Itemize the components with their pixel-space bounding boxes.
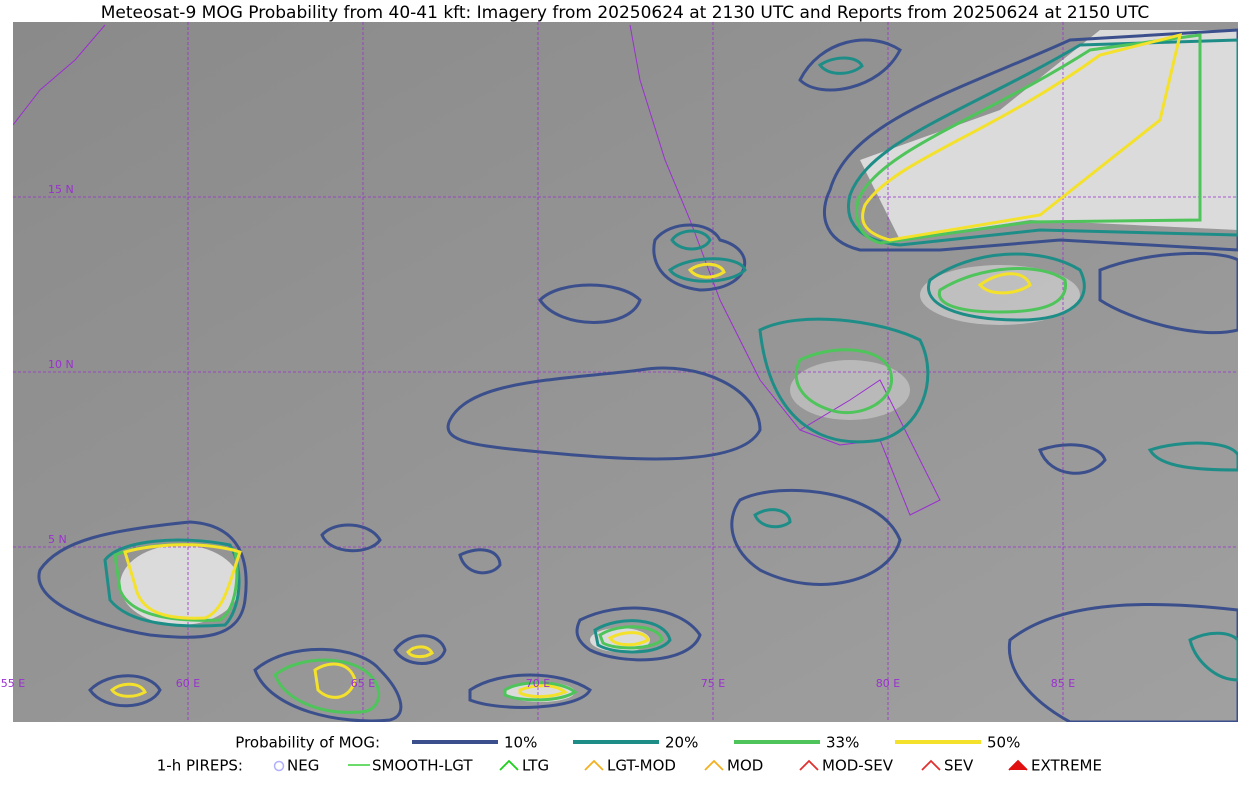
pirep-label: NEG — [287, 757, 319, 775]
lon-label: 75 E — [701, 677, 725, 690]
pirep-icon — [921, 759, 941, 771]
pirep-icon — [1008, 759, 1028, 771]
lon-labels: 55 E 60 E 65 E 70 E 75 E 80 E 85 E — [1, 677, 1075, 690]
legend-label: 20% — [665, 734, 698, 752]
legend-label: 10% — [504, 734, 537, 752]
pirep-label: LTG — [522, 757, 549, 775]
lat-label: 5 N — [48, 533, 67, 546]
lon-label: 60 E — [176, 677, 200, 690]
legend-label: 50% — [987, 734, 1020, 752]
pirep-title: 1-h PIREPS: — [157, 757, 243, 775]
map — [13, 22, 1238, 722]
pirep-icon — [799, 759, 819, 771]
pirep-icon — [499, 759, 519, 771]
pirep-label: MOD — [727, 757, 763, 775]
legend-label: 33% — [826, 734, 859, 752]
pirep-icon — [704, 759, 724, 771]
lat-labels: 15 N 10 N 5 N — [48, 183, 74, 546]
pirep-label: EXTREME — [1031, 757, 1102, 775]
lon-label: 70 E — [526, 677, 550, 690]
pirep-icon — [584, 759, 604, 771]
lat-label: 15 N — [48, 183, 74, 196]
pirep-label: MOD-SEV — [822, 757, 894, 775]
lon-label: 80 E — [876, 677, 900, 690]
legend: Probability of MOG: 10% 20% 33% 50% 1-h PIREP… — [157, 734, 1102, 775]
lat-label: 10 N — [48, 358, 74, 371]
title: Meteosat-9 MOG Probability from 40-41 kf… — [101, 3, 1150, 23]
pirep-label: SEV — [944, 757, 974, 775]
legend-title: Probability of MOG: — [235, 734, 380, 752]
pirep-icon — [273, 760, 285, 772]
lon-label: 85 E — [1051, 677, 1075, 690]
lon-label: 65 E — [351, 677, 375, 690]
lon-label: 55 E — [1, 677, 25, 690]
pirep-label: LGT-MOD — [607, 757, 676, 775]
pirep-label: SMOOTH-LGT — [372, 757, 473, 775]
